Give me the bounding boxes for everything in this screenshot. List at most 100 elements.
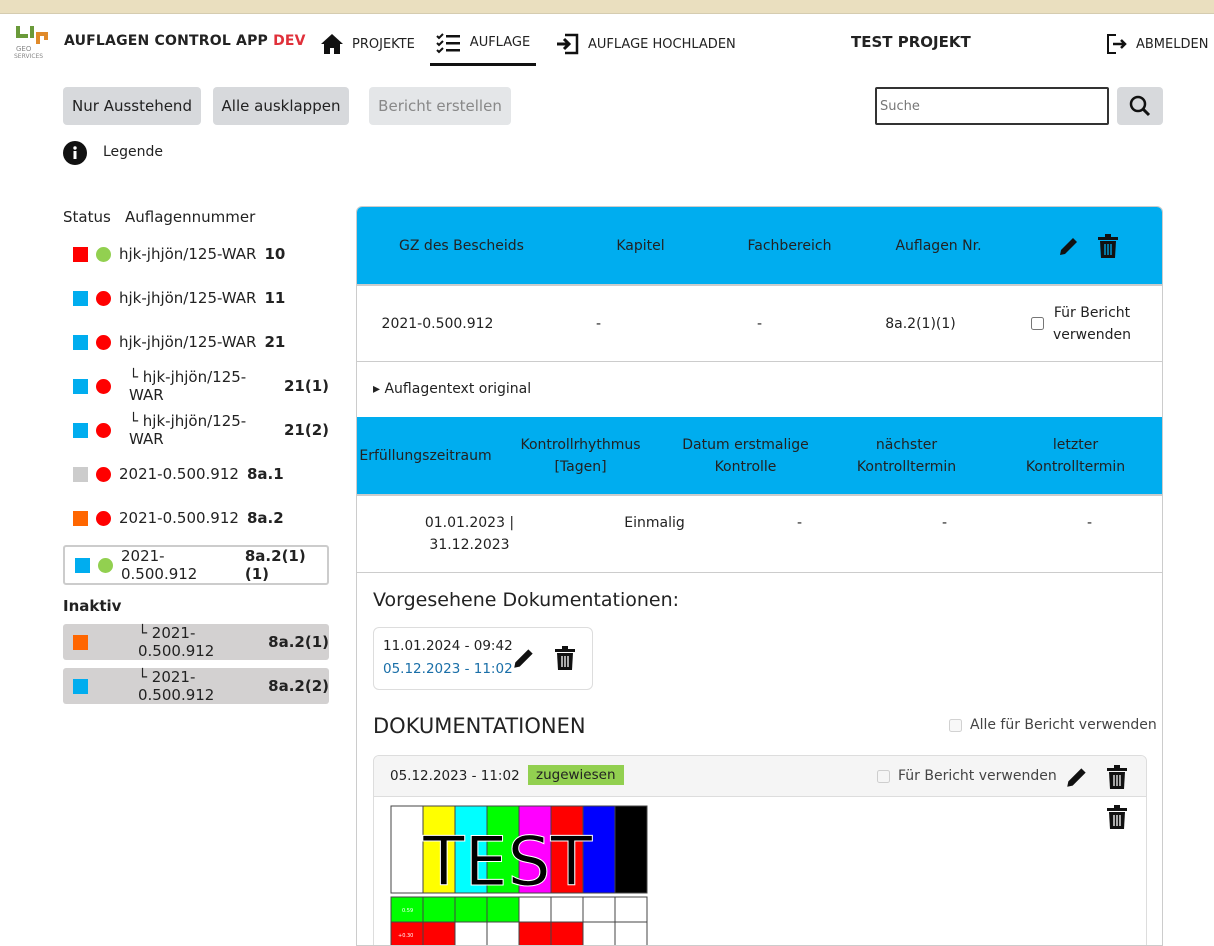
doc-report-checkbox[interactable] [877, 769, 890, 783]
create-report-button[interactable]: Bericht erstellen [369, 87, 511, 125]
item-number: 8a.1 [246, 465, 284, 483]
original-text-label: Auflagentext original [384, 381, 532, 397]
checklist-icon [436, 32, 460, 53]
status-dot-icon [96, 290, 111, 306]
status-dot-icon [96, 378, 111, 394]
nav-label: AUFLAGE [469, 35, 531, 50]
detail-header-1: GZ des Bescheids Kapitel Fachbereich Auf… [357, 207, 1162, 284]
app-title: AUFLAGEN CONTROL APP DEV [64, 33, 306, 49]
gz-value: 2021-0.500.912 [381, 315, 494, 332]
doc-image-test-pattern[interactable]: TEST 0.59 +0.30 [390, 805, 648, 946]
doc-date: 05.12.2023 - 11:02 [390, 768, 520, 784]
auflage-list-item[interactable]: 2021-0.500.912 8a.1 [63, 454, 329, 494]
detail-row-2: 01.01.2023 | 31.12.2023 Einmalig - - - [357, 494, 1162, 573]
planned-linked-doc[interactable]: 05.12.2023 - 11:02 [383, 661, 513, 677]
status-square-icon [73, 246, 88, 262]
item-name: 2021-0.500.912 [119, 465, 239, 483]
expand-all-button[interactable]: Alle ausklappen [213, 87, 349, 125]
upload-icon [557, 33, 579, 55]
planned-date: 11.01.2024 - 09:42 [383, 638, 513, 654]
col-next-check: nächster Kontrolltermin [856, 436, 957, 475]
all-report-checkbox[interactable] [949, 718, 962, 732]
status-dot-icon [96, 510, 111, 526]
item-number: 10 [264, 245, 286, 263]
edit-icon[interactable] [1064, 764, 1090, 790]
detail-header-2: Erfüllungszeitraum Kontrollrhythmus [Tag… [357, 417, 1162, 494]
docs-title: DOKUMENTATIONEN [373, 714, 586, 738]
auflage-list-item[interactable]: hjk-jhjön/125-WAR 10 [63, 234, 329, 274]
inactive-header: Inaktiv [63, 597, 122, 615]
item-name: hjk-jhjön/125-WAR [119, 245, 257, 263]
app-name: AUFLAGEN CONTROL APP [64, 33, 269, 49]
delete-icon[interactable] [1097, 233, 1119, 258]
use-report-label: Für Bericht verwenden [1053, 304, 1131, 343]
status-dot-icon [96, 334, 111, 350]
all-report-toggle[interactable]: Alle für Bericht verwenden [949, 717, 1157, 733]
logout-icon [1107, 34, 1127, 54]
col-auflagen-nr: Auflagen Nr. [895, 237, 982, 254]
status-square-icon [73, 290, 88, 306]
legend-link[interactable]: Legende [103, 144, 164, 160]
cell-value: +0.30 [398, 933, 413, 939]
logout-button[interactable]: ABMELDEN [1106, 22, 1208, 66]
all-report-label: Alle für Bericht verwenden [970, 717, 1157, 733]
item-name: └ 2021-0.500.912 [138, 624, 215, 660]
nav-projekte[interactable]: PROJEKTE [320, 22, 415, 66]
status-dot-icon [96, 246, 111, 262]
delete-image-icon[interactable] [1106, 804, 1128, 830]
doc-report-label: Für Bericht verwenden [898, 768, 1057, 784]
detail-row-1: 2021-0.500.912 - - 8a.2(1)(1) Für Berich… [357, 284, 1162, 362]
delete-icon[interactable] [1106, 764, 1128, 790]
doc-use-report[interactable]: Für Bericht verwenden [877, 768, 1057, 784]
item-number: 21(2) [283, 421, 329, 439]
auflage-list-item[interactable]: 2021-0.500.912 8a.2 [63, 498, 329, 538]
item-name: └ 2021-0.500.912 [138, 668, 215, 704]
fachbereich-value: - [756, 315, 763, 332]
status-square-icon [73, 466, 88, 482]
status-square-icon [73, 334, 88, 350]
status-square-icon [73, 422, 88, 438]
status-square-icon [73, 634, 88, 650]
item-number: 8a.2 [246, 509, 284, 527]
svg-text:SERVICES: SERVICES [14, 53, 43, 60]
browser-top-bar [0, 0, 1214, 14]
status-square-icon [73, 510, 88, 526]
auflage-list-item[interactable]: 2021-0.500.912 8a.2(1)(1) [63, 545, 329, 585]
svg-text:TEST: TEST [422, 823, 593, 902]
info-icon[interactable] [63, 141, 87, 165]
status-square-icon [73, 378, 88, 394]
pending-only-button[interactable]: Nur Ausstehend [63, 87, 201, 125]
item-number: 8a.2(2) [268, 677, 329, 695]
item-number: 8a.2(1) [268, 633, 329, 651]
auflage-list-item[interactable]: hjk-jhjön/125-WAR 11 [63, 278, 329, 318]
delete-icon[interactable] [554, 645, 576, 671]
col-last-check: letzter Kontrolltermin [1025, 436, 1126, 475]
home-icon [321, 34, 343, 54]
inactive-list-item[interactable]: └ 2021-0.500.912 8a.2(2) [63, 668, 329, 704]
status-badge: zugewiesen [528, 765, 624, 785]
edit-icon[interactable] [511, 645, 537, 671]
nav-label: PROJEKTE [352, 36, 415, 52]
period-value: 01.01.2023 | 31.12.2023 [424, 515, 515, 553]
auflage-list-item[interactable]: hjk-jhjön/125-WAR 21 [63, 322, 329, 362]
inactive-list-item[interactable]: └ 2021-0.500.912 8a.2(1) [63, 624, 329, 660]
nav-auflage[interactable]: AUFLAGE [430, 22, 536, 66]
auflage-list-item[interactable]: └ hjk-jhjön/125-WAR 21(1) [63, 366, 329, 406]
auflage-list-item[interactable]: └ hjk-jhjön/125-WAR 21(2) [63, 410, 329, 450]
status-square-icon [75, 557, 90, 573]
env-label: DEV [273, 33, 306, 49]
number-header: Auflagennummer [125, 208, 256, 226]
edit-icon[interactable] [1057, 234, 1081, 258]
search-input[interactable]: Suche [875, 87, 1109, 125]
next-check-value: - [941, 515, 948, 531]
status-square-icon [73, 678, 88, 694]
search-button[interactable] [1117, 87, 1163, 125]
use-report-checkbox[interactable] [1031, 317, 1044, 330]
item-name: hjk-jhjön/125-WAR [119, 333, 257, 351]
original-text-toggle[interactable]: ▸ Auflagentext original [373, 381, 532, 397]
nav-auflage-hochladen[interactable]: AUFLAGE HOCHLADEN [556, 22, 736, 66]
item-number: 21(1) [283, 377, 329, 395]
status-dot-icon [96, 422, 111, 438]
planned-docs-title: Vorgesehene Dokumentationen: [373, 589, 680, 611]
